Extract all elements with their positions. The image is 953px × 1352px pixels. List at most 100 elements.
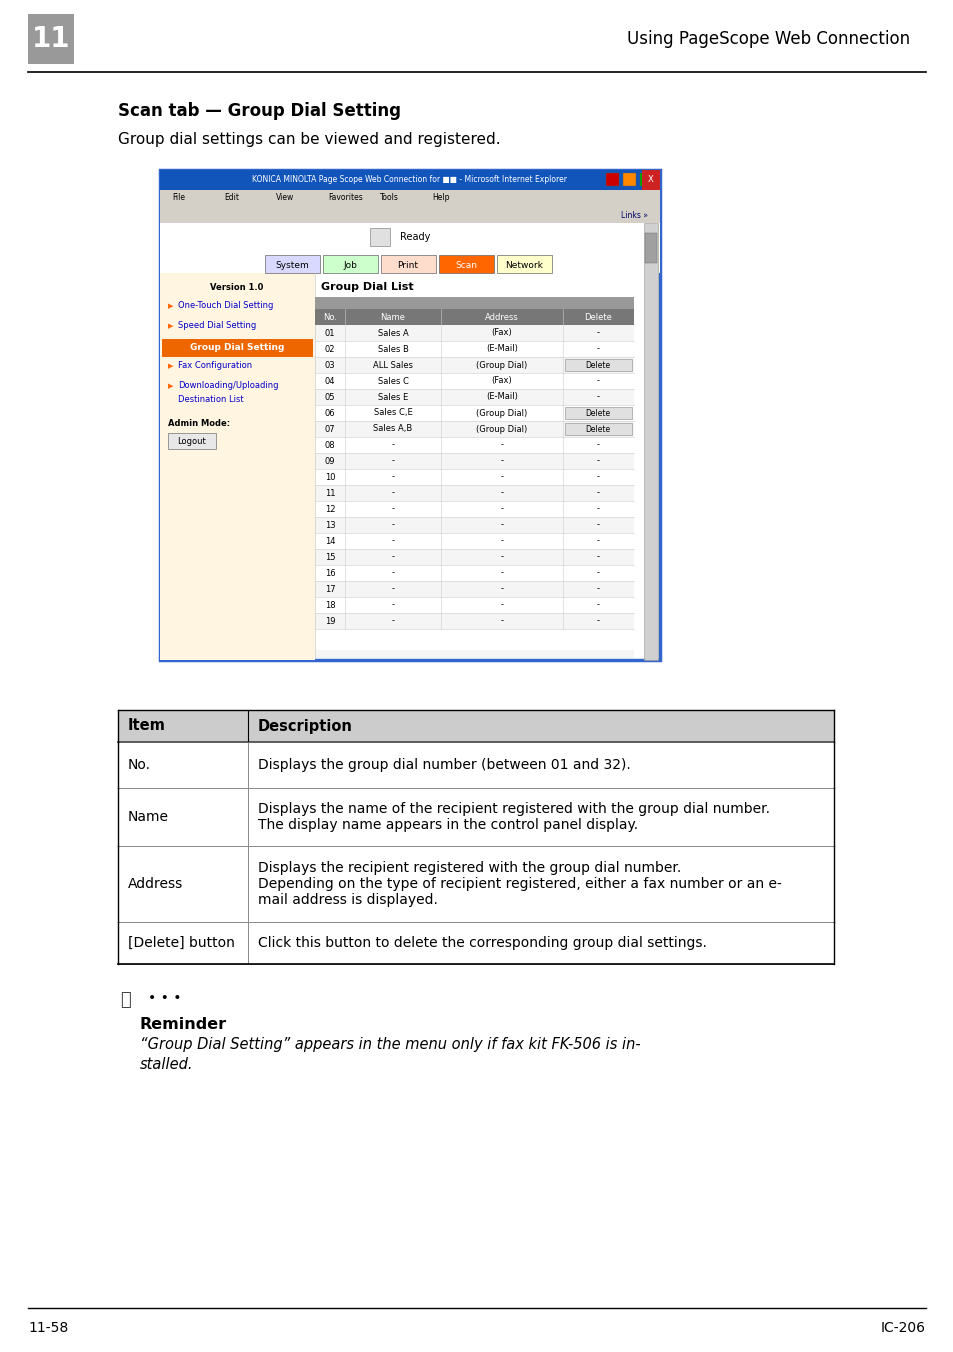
FancyBboxPatch shape xyxy=(314,516,634,533)
FancyBboxPatch shape xyxy=(314,612,634,629)
Text: -: - xyxy=(391,553,395,561)
Text: Scan: Scan xyxy=(455,261,476,269)
Text: Tools: Tools xyxy=(379,193,398,203)
FancyBboxPatch shape xyxy=(370,228,390,246)
Text: 11-58: 11-58 xyxy=(28,1321,69,1334)
Text: (Fax): (Fax) xyxy=(491,376,512,385)
FancyBboxPatch shape xyxy=(314,469,634,485)
Text: [Delete] button: [Delete] button xyxy=(128,936,234,950)
Text: -: - xyxy=(391,457,395,465)
Text: Displays the group dial number (between 01 and 32).: Displays the group dial number (between … xyxy=(257,758,630,772)
Text: Sales C: Sales C xyxy=(377,376,408,385)
FancyBboxPatch shape xyxy=(314,341,634,357)
Text: Click this button to delete the corresponding group dial settings.: Click this button to delete the correspo… xyxy=(257,936,706,950)
FancyBboxPatch shape xyxy=(314,549,634,565)
Text: -: - xyxy=(500,584,503,594)
FancyBboxPatch shape xyxy=(118,710,833,742)
Text: No.: No. xyxy=(323,312,336,322)
Text: Group Dial Setting: Group Dial Setting xyxy=(190,343,284,353)
Text: -: - xyxy=(500,441,503,449)
Text: (Group Dial): (Group Dial) xyxy=(476,425,527,434)
Text: Scan tab — Group Dial Setting: Scan tab — Group Dial Setting xyxy=(118,101,400,120)
Text: View: View xyxy=(275,193,294,203)
Text: Logout: Logout xyxy=(177,437,206,446)
FancyBboxPatch shape xyxy=(497,256,552,273)
Text: -: - xyxy=(500,568,503,577)
FancyBboxPatch shape xyxy=(118,788,833,846)
FancyBboxPatch shape xyxy=(118,922,833,964)
FancyBboxPatch shape xyxy=(314,297,634,310)
Text: -: - xyxy=(596,537,598,545)
Text: (Group Dial): (Group Dial) xyxy=(476,408,527,418)
Text: -: - xyxy=(596,376,598,385)
Text: 10: 10 xyxy=(324,472,335,481)
Text: Edit: Edit xyxy=(224,193,239,203)
Text: Depending on the type of recipient registered, either a fax number or an e-: Depending on the type of recipient regis… xyxy=(257,877,781,891)
FancyBboxPatch shape xyxy=(314,502,634,516)
Text: 14: 14 xyxy=(324,537,335,545)
Text: -: - xyxy=(391,584,395,594)
Text: -: - xyxy=(596,488,598,498)
FancyBboxPatch shape xyxy=(314,357,634,373)
Text: Sales A,B: Sales A,B xyxy=(373,425,413,434)
Text: IC-206: IC-206 xyxy=(880,1321,925,1334)
FancyBboxPatch shape xyxy=(314,406,634,420)
Text: Help: Help xyxy=(432,193,449,203)
Text: -: - xyxy=(596,600,598,610)
Text: Displays the name of the recipient registered with the group dial number.: Displays the name of the recipient regis… xyxy=(257,802,769,817)
Text: 03: 03 xyxy=(324,361,335,369)
Text: Ready: Ready xyxy=(399,233,430,242)
FancyBboxPatch shape xyxy=(314,650,634,658)
FancyBboxPatch shape xyxy=(643,223,658,660)
Text: mail address is displayed.: mail address is displayed. xyxy=(257,894,437,907)
Text: The display name appears in the control panel display.: The display name appears in the control … xyxy=(257,818,638,831)
FancyBboxPatch shape xyxy=(314,598,634,612)
Text: Address: Address xyxy=(485,312,518,322)
Text: Item: Item xyxy=(128,718,166,734)
Text: 18: 18 xyxy=(324,600,335,610)
Text: (Group Dial): (Group Dial) xyxy=(476,361,527,369)
Text: -: - xyxy=(596,504,598,514)
FancyBboxPatch shape xyxy=(639,173,652,187)
Text: 04: 04 xyxy=(324,376,335,385)
Text: Delete: Delete xyxy=(585,408,610,418)
Text: -: - xyxy=(596,568,598,577)
Text: KONICA MINOLTA Page Scope Web Connection for ■■ - Microsoft Internet Explorer: KONICA MINOLTA Page Scope Web Connection… xyxy=(253,176,567,184)
Text: -: - xyxy=(596,617,598,626)
Text: -: - xyxy=(500,521,503,530)
Text: -: - xyxy=(391,504,395,514)
Text: 📎: 📎 xyxy=(120,991,131,1009)
Text: Job: Job xyxy=(343,261,356,269)
FancyBboxPatch shape xyxy=(314,373,634,389)
Text: -: - xyxy=(500,600,503,610)
Text: Reminder: Reminder xyxy=(140,1017,227,1032)
Text: Destination List: Destination List xyxy=(178,395,243,403)
Text: 07: 07 xyxy=(324,425,335,434)
Text: Sales E: Sales E xyxy=(377,392,408,402)
Text: ▶: ▶ xyxy=(168,323,173,329)
Text: 05: 05 xyxy=(324,392,335,402)
Text: Description: Description xyxy=(257,718,353,734)
Text: -: - xyxy=(500,617,503,626)
Text: “Group Dial Setting” appears in the menu only if fax kit FK-506 is in-: “Group Dial Setting” appears in the menu… xyxy=(140,1037,640,1052)
FancyBboxPatch shape xyxy=(644,233,657,264)
Text: -: - xyxy=(500,553,503,561)
Text: -: - xyxy=(391,441,395,449)
FancyBboxPatch shape xyxy=(564,360,631,370)
FancyBboxPatch shape xyxy=(28,14,74,64)
FancyBboxPatch shape xyxy=(314,437,634,453)
FancyBboxPatch shape xyxy=(380,256,436,273)
Text: 19: 19 xyxy=(324,617,335,626)
FancyBboxPatch shape xyxy=(162,339,313,357)
FancyBboxPatch shape xyxy=(118,846,833,922)
Text: 02: 02 xyxy=(324,345,335,353)
Text: X: X xyxy=(647,176,653,184)
Text: -: - xyxy=(391,472,395,481)
Text: Sales C,E: Sales C,E xyxy=(374,408,412,418)
FancyBboxPatch shape xyxy=(160,170,659,660)
Text: (E-Mail): (E-Mail) xyxy=(485,392,517,402)
FancyBboxPatch shape xyxy=(160,223,659,253)
Text: Version 1.0: Version 1.0 xyxy=(210,283,263,292)
Text: ▶: ▶ xyxy=(168,303,173,310)
Text: -: - xyxy=(596,392,598,402)
